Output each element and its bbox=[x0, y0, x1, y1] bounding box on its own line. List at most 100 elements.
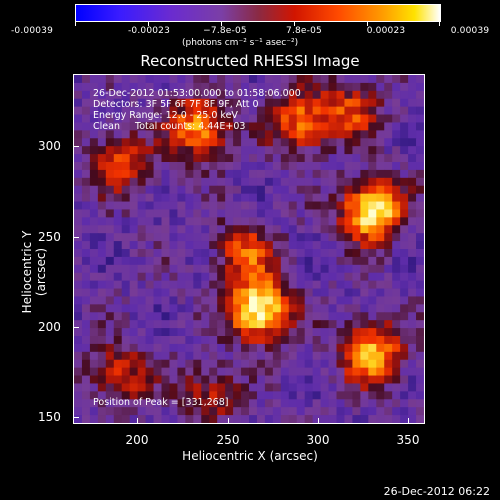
heatmap-cell bbox=[161, 383, 170, 392]
heatmap-cell bbox=[304, 328, 314, 337]
heatmap-cell bbox=[121, 217, 131, 226]
heatmap-cell bbox=[193, 130, 202, 139]
heatmap-cell bbox=[169, 98, 178, 108]
heatmap-cell bbox=[328, 217, 337, 226]
heatmap-cell bbox=[416, 359, 424, 369]
heatmap-cell bbox=[209, 122, 218, 131]
heatmap-cell bbox=[376, 399, 385, 408]
colorbar-label: −7.8e-05 bbox=[203, 26, 247, 36]
heatmap-cell bbox=[392, 264, 401, 274]
x-tick-mark bbox=[137, 418, 138, 424]
heatmap-cell bbox=[392, 296, 401, 305]
heatmap-cell bbox=[272, 383, 282, 392]
heatmap-cell bbox=[225, 201, 234, 210]
heatmap-cell bbox=[288, 193, 298, 202]
heatmap-cell bbox=[153, 256, 162, 266]
heatmap-cell bbox=[74, 98, 83, 108]
heatmap-cell bbox=[384, 415, 393, 423]
heatmap-cell bbox=[352, 98, 361, 108]
heatmap-cell bbox=[145, 280, 154, 289]
heatmap-cell bbox=[121, 399, 131, 408]
heatmap-cell bbox=[400, 343, 409, 353]
heatmap-cell bbox=[392, 177, 401, 187]
heatmap-cell bbox=[161, 288, 170, 297]
heatmap-cell bbox=[129, 185, 139, 195]
heatmap-cell bbox=[129, 154, 139, 163]
heatmap-cell bbox=[304, 138, 314, 147]
heatmap-cell bbox=[328, 241, 337, 250]
heatmap-cell bbox=[288, 407, 298, 416]
heatmap-cell bbox=[376, 146, 385, 155]
heatmap-cell bbox=[201, 375, 210, 384]
heatmap-cell bbox=[169, 367, 178, 376]
heatmap-cell bbox=[209, 106, 218, 115]
heatmap-cell bbox=[328, 98, 337, 108]
heatmap-cell bbox=[81, 391, 91, 400]
heatmap-cell bbox=[368, 106, 377, 115]
heatmap-cell bbox=[233, 407, 242, 416]
heatmap-cell bbox=[400, 169, 409, 179]
heatmap-cell bbox=[169, 225, 178, 234]
heatmap-cell bbox=[113, 249, 123, 258]
heatmap-cell bbox=[328, 114, 337, 123]
heatmap-cell bbox=[256, 138, 266, 147]
heatmap-cell bbox=[89, 98, 99, 108]
heatmap-cell bbox=[280, 106, 290, 115]
heatmap-cell bbox=[368, 193, 377, 202]
heatmap-cell bbox=[352, 256, 361, 266]
heatmap-cell bbox=[360, 399, 369, 408]
heatmap-cell bbox=[296, 249, 306, 258]
heatmap-cell bbox=[161, 75, 170, 84]
heatmap-cell bbox=[416, 193, 424, 202]
heatmap-cell bbox=[97, 98, 107, 108]
heatmap-cell bbox=[376, 114, 385, 123]
heatmap-cell bbox=[233, 130, 242, 139]
heatmap-cell bbox=[185, 304, 194, 313]
heatmap-cell bbox=[408, 201, 417, 210]
heatmap-cell bbox=[360, 162, 369, 171]
heatmap-cell bbox=[400, 193, 409, 202]
heatmap-cell bbox=[209, 177, 218, 187]
heatmap-cell bbox=[312, 256, 321, 266]
heatmap-cell bbox=[89, 169, 99, 179]
heatmap-cell bbox=[304, 146, 314, 155]
heatmap-cell bbox=[129, 391, 139, 400]
heatmap-cell bbox=[161, 359, 170, 369]
heatmap-cell bbox=[328, 399, 337, 408]
heatmap-cell bbox=[256, 375, 266, 384]
heatmap-cell bbox=[161, 225, 170, 234]
heatmap-cell bbox=[296, 312, 306, 321]
heatmap-cell bbox=[129, 201, 139, 210]
heatmap-cell bbox=[201, 272, 210, 282]
heatmap-cell bbox=[304, 375, 314, 384]
heatmap-cell bbox=[209, 169, 218, 179]
heatmap-cell bbox=[241, 280, 250, 289]
heatmap-cell bbox=[320, 407, 329, 416]
heatmap-cell bbox=[137, 296, 146, 305]
heatmap-cell bbox=[272, 264, 282, 274]
heatmap-cell bbox=[264, 336, 274, 345]
heatmap-cell bbox=[272, 169, 282, 179]
heatmap-cell bbox=[89, 90, 99, 100]
heatmap-cell bbox=[217, 312, 226, 321]
clean-counts-label: Clean Total counts: 4.44E+03 bbox=[93, 121, 246, 132]
heatmap-cell bbox=[161, 407, 170, 416]
heatmap-cell bbox=[129, 90, 139, 100]
heatmap-cell bbox=[368, 241, 377, 250]
heatmap-cell bbox=[376, 130, 385, 139]
heatmap-cell bbox=[328, 336, 337, 345]
heatmap-cell bbox=[384, 201, 393, 210]
heatmap-cell bbox=[344, 320, 353, 329]
heatmap-cell bbox=[193, 233, 202, 242]
heatmap-cell bbox=[312, 130, 321, 139]
heatmap-cell bbox=[137, 383, 146, 392]
heatmap-cell bbox=[74, 154, 83, 163]
heatmap-cell bbox=[368, 225, 377, 234]
heatmap-cell bbox=[74, 343, 83, 353]
heatmap-cell bbox=[368, 264, 377, 274]
heatmap-cell bbox=[320, 415, 329, 423]
heatmap-cell bbox=[105, 399, 115, 408]
heatmap-cell bbox=[256, 359, 266, 369]
heatmap-cell bbox=[416, 75, 424, 84]
heatmap-cell bbox=[320, 312, 329, 321]
